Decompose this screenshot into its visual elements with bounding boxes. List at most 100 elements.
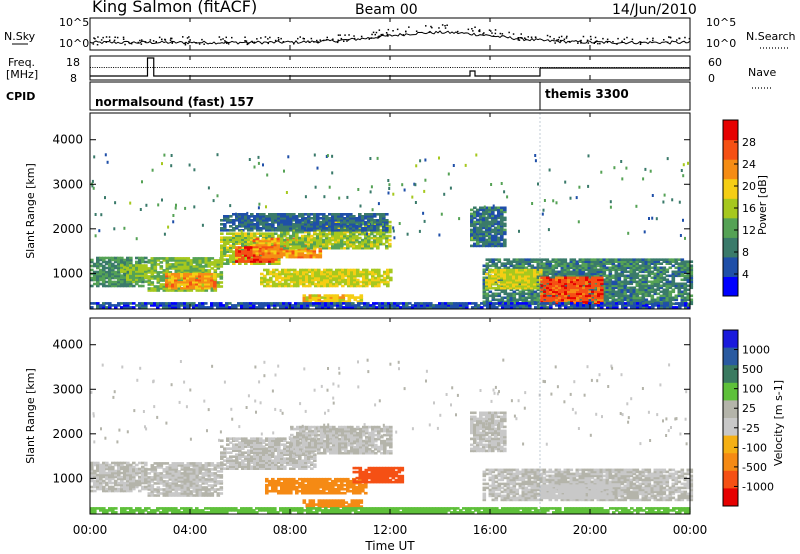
nave-point	[350, 67, 352, 68]
heatmap-cell	[265, 234, 269, 237]
heatmap-cell	[150, 289, 155, 292]
nsearch-point	[616, 43, 618, 45]
heatmap-cell	[220, 240, 224, 243]
heatmap-cell	[174, 267, 179, 270]
heatmap-cell	[192, 278, 196, 282]
heatmap-cell	[261, 249, 266, 253]
heatmap-cell	[539, 268, 543, 272]
heatmap-cell	[120, 256, 124, 260]
heatmap-cell	[168, 283, 173, 286]
heatmap-cell	[223, 262, 227, 265]
nave-point	[274, 67, 276, 68]
nave-point	[313, 67, 315, 68]
heatmap-cell	[102, 266, 106, 270]
heatmap-cell	[186, 257, 191, 260]
heatmap-cell	[102, 280, 106, 284]
heatmap-cell	[250, 262, 254, 265]
heatmap-cell	[108, 270, 112, 274]
heatmap-cell	[252, 243, 257, 247]
heatmap-cell	[129, 274, 133, 277]
heatmap-cell	[183, 289, 188, 292]
heatmap-cell	[282, 253, 287, 257]
heatmap-cell	[117, 262, 121, 266]
nave-point	[549, 67, 551, 68]
nsearch-point	[170, 37, 172, 40]
heatmap-cell	[186, 271, 191, 274]
heatmap-cell	[223, 244, 227, 247]
heatmap-cell	[259, 256, 263, 259]
heatmap-cell	[235, 236, 239, 239]
nsearch-point	[444, 25, 446, 27]
heatmap-cell	[252, 239, 257, 243]
heatmap-cell	[271, 260, 275, 263]
heatmap-cell	[198, 269, 203, 272]
heatmap-cell	[111, 274, 115, 278]
nsearch-point	[396, 28, 399, 31]
heatmap-cell	[216, 285, 221, 288]
heatmap-cell	[129, 266, 133, 269]
heatmap-cell	[156, 289, 161, 292]
noise-tick-low-left: 10^0	[59, 37, 89, 50]
heatmap-cell	[90, 272, 94, 276]
heatmap-cell	[219, 273, 224, 276]
nsearch-point	[586, 39, 589, 42]
heatmap-cell	[213, 263, 218, 266]
heatmap-cell	[126, 268, 130, 271]
nsearch-point	[158, 36, 161, 39]
nave-point	[500, 67, 502, 68]
heatmap-cell	[195, 269, 200, 272]
heatmap-cell	[273, 237, 278, 241]
nsearch-point	[640, 41, 642, 44]
heatmap-cell	[180, 280, 184, 284]
nave-point	[595, 67, 597, 68]
nave-point	[327, 67, 329, 68]
heatmap-cell	[244, 250, 248, 253]
nave-point	[136, 67, 138, 68]
heatmap-cell	[241, 242, 245, 245]
nave-point	[150, 67, 151, 68]
heatmap-cell	[120, 282, 124, 286]
heatmap-cell	[150, 269, 155, 272]
heatmap-cell	[497, 258, 502, 261]
heatmap-cell	[250, 238, 254, 241]
heatmap-cell	[114, 284, 118, 288]
heatmap-cell	[120, 268, 124, 271]
nsearch-point	[274, 39, 277, 42]
nave-point	[267, 67, 269, 68]
heatmap-cell	[174, 284, 178, 288]
heatmap-cell	[241, 246, 245, 249]
nave-point	[99, 67, 101, 68]
heatmap-cell	[216, 261, 221, 264]
nave-point	[507, 67, 509, 68]
heatmap-cell	[238, 252, 242, 255]
heatmap-cell	[105, 276, 109, 280]
heatmap-cell	[253, 234, 257, 237]
nave-point	[406, 67, 408, 68]
nave-point	[242, 67, 244, 68]
nave-point	[357, 67, 359, 68]
heatmap-cell	[259, 254, 263, 257]
heatmap-cell	[129, 284, 133, 288]
nave-point	[362, 67, 364, 68]
heatmap-cell	[210, 278, 214, 282]
heatmap-cell	[93, 282, 97, 286]
heatmap-cell	[204, 276, 208, 280]
heatmap-cell	[102, 276, 106, 280]
heatmap-cell	[114, 266, 118, 270]
nave-point	[417, 67, 419, 68]
nsearch-point	[599, 42, 601, 45]
nave-point	[286, 67, 288, 68]
heatmap-cell	[256, 260, 260, 263]
heatmap-cell	[150, 273, 155, 276]
nsearch-point	[387, 35, 389, 37]
nave-point	[226, 67, 228, 68]
heatmap-cell	[232, 238, 236, 241]
heatmap-cell	[150, 287, 155, 290]
nave-point	[276, 67, 278, 68]
nave-label: Nave	[748, 66, 776, 79]
nave-point	[560, 67, 562, 68]
nsearch-point	[244, 40, 246, 42]
heatmap-cell	[192, 257, 197, 260]
heatmap-cell	[207, 257, 212, 260]
